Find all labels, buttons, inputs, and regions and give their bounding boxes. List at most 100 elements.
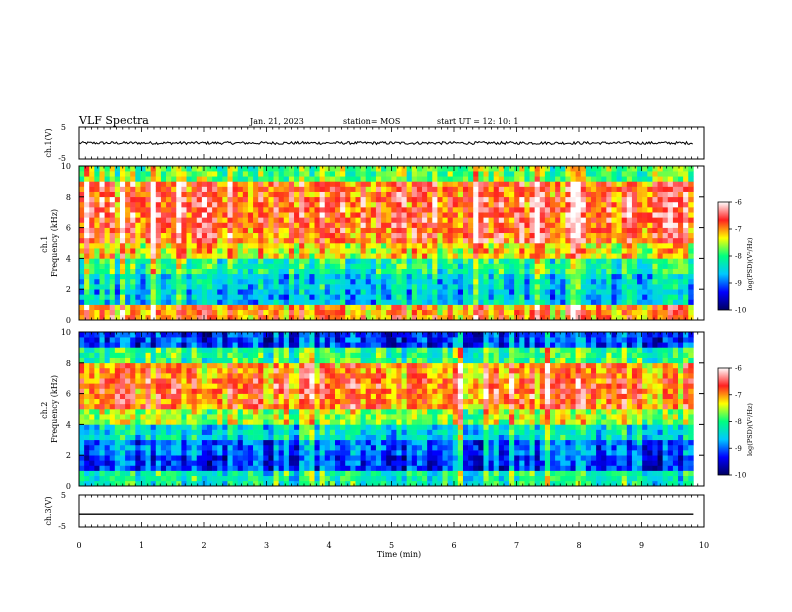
spectrogram-cell (253, 207, 259, 213)
spectrogram-cell (647, 284, 653, 290)
spectrogram-cell (360, 207, 367, 213)
spectrogram-cell (355, 186, 361, 192)
spectrogram-cell (196, 207, 203, 213)
spectrogram-cell (258, 304, 264, 311)
spectrogram-cell (560, 299, 566, 305)
spectrogram-cell (294, 227, 300, 234)
spectrogram-cell (457, 222, 464, 228)
spectrogram-cell (493, 217, 500, 223)
spectrogram-cell (145, 367, 151, 374)
spectrogram-cell (652, 284, 658, 290)
spectrogram-cell (247, 455, 254, 461)
spectrogram-cell (140, 332, 146, 338)
spectrogram-cell (89, 294, 95, 300)
spectrogram-cell (278, 475, 285, 482)
spectrogram-cell (150, 398, 157, 405)
spectrogram-cell (514, 294, 520, 300)
spectrogram-cell (125, 429, 131, 435)
spectrogram-cell (217, 475, 223, 482)
spectrogram-cell (324, 253, 331, 259)
spectrogram-cell (145, 388, 151, 394)
spectrogram-cell (263, 166, 269, 172)
spectrogram-cell (125, 299, 131, 305)
spectrogram-cell (667, 166, 674, 172)
spectrogram-cell (334, 201, 341, 208)
spectrogram-cell (683, 258, 689, 264)
spectrogram-cell (427, 299, 433, 305)
spectrogram-cell (544, 217, 551, 223)
spectrogram-cell (519, 278, 525, 285)
spectrogram-cell (319, 222, 326, 228)
spectrogram-cell (104, 171, 111, 177)
spectrogram-cell (657, 268, 663, 275)
spectrogram-cell (79, 465, 85, 471)
spectrogram-cell (288, 176, 295, 182)
spectrogram-cell (319, 181, 326, 187)
spectrogram-cell (125, 222, 131, 228)
spectrogram-cell (145, 196, 151, 203)
spectrogram-cell (186, 191, 192, 198)
spectrogram-cell (590, 263, 597, 269)
spectrogram-cell (452, 222, 459, 228)
spectrogram-cell (119, 191, 126, 198)
spectrogram-cell (155, 434, 162, 441)
spectrogram-cell (99, 248, 105, 254)
spectrogram-cell (104, 273, 111, 280)
spectrogram-cell (166, 424, 172, 430)
spectrogram-cell (365, 171, 372, 177)
spectrogram-cell (89, 347, 95, 353)
spectrogram-cell (560, 201, 566, 208)
spectrogram-cell (273, 273, 279, 280)
spectrogram-cell (119, 304, 126, 311)
spectrogram-cell (626, 222, 633, 228)
spectrogram-cell (79, 393, 85, 400)
spectrogram-cell (324, 284, 331, 290)
spectrogram-cell (253, 409, 259, 415)
spectrogram-cell (386, 299, 392, 305)
spectrogram-cell (114, 480, 121, 487)
spectrogram-cell (534, 171, 541, 177)
spectrogram-cell (411, 289, 418, 295)
spectrogram-cell (227, 207, 233, 213)
spectrogram-cell (130, 383, 136, 389)
spectrogram-cell (381, 176, 387, 182)
spectrogram-cell (672, 201, 679, 208)
spectrogram-cell (191, 237, 198, 244)
spectrogram-cell (227, 196, 233, 203)
spectrogram-cell (468, 294, 474, 300)
spectrogram-cell (176, 424, 182, 430)
spectrogram-cell (176, 475, 182, 482)
spectrogram-cell (662, 207, 669, 213)
spectrogram-cell (273, 186, 279, 192)
spectrogram-cell (191, 222, 198, 228)
spectrogram-cell (263, 309, 269, 316)
spectrogram-cell (283, 243, 290, 249)
spectrogram-cell (406, 176, 413, 182)
spectrogram-cell (524, 248, 530, 254)
spectrogram-cell (84, 383, 90, 389)
spectrogram-cell (119, 248, 126, 254)
spectrogram-cell (422, 232, 428, 239)
spectrogram-cell (319, 289, 326, 295)
spectrogram-cell (181, 357, 187, 364)
spectrogram-cell (150, 273, 157, 280)
spectrogram-cell (365, 299, 372, 305)
spectrogram-cell (176, 465, 182, 471)
spectrogram-cell (222, 196, 228, 203)
spectrogram-cell (350, 304, 356, 311)
spectrogram-cell (350, 171, 356, 177)
spectrogram-cell (114, 403, 121, 410)
spectrogram-cell (314, 299, 320, 305)
spectrogram-cell (125, 383, 131, 389)
spectrogram-cell (89, 378, 95, 384)
spectrogram-cell (503, 294, 510, 300)
spectrogram-cell (596, 171, 602, 177)
spectrogram-cell (242, 378, 249, 384)
spectrogram-cell (519, 207, 525, 213)
spectrogram-cell (109, 237, 116, 244)
spectrogram-cell (304, 201, 310, 208)
spectrogram-cell (89, 186, 95, 192)
spectrogram-cell (130, 186, 136, 192)
spectrogram-cell (299, 243, 305, 249)
spectrogram-cell (99, 273, 105, 280)
